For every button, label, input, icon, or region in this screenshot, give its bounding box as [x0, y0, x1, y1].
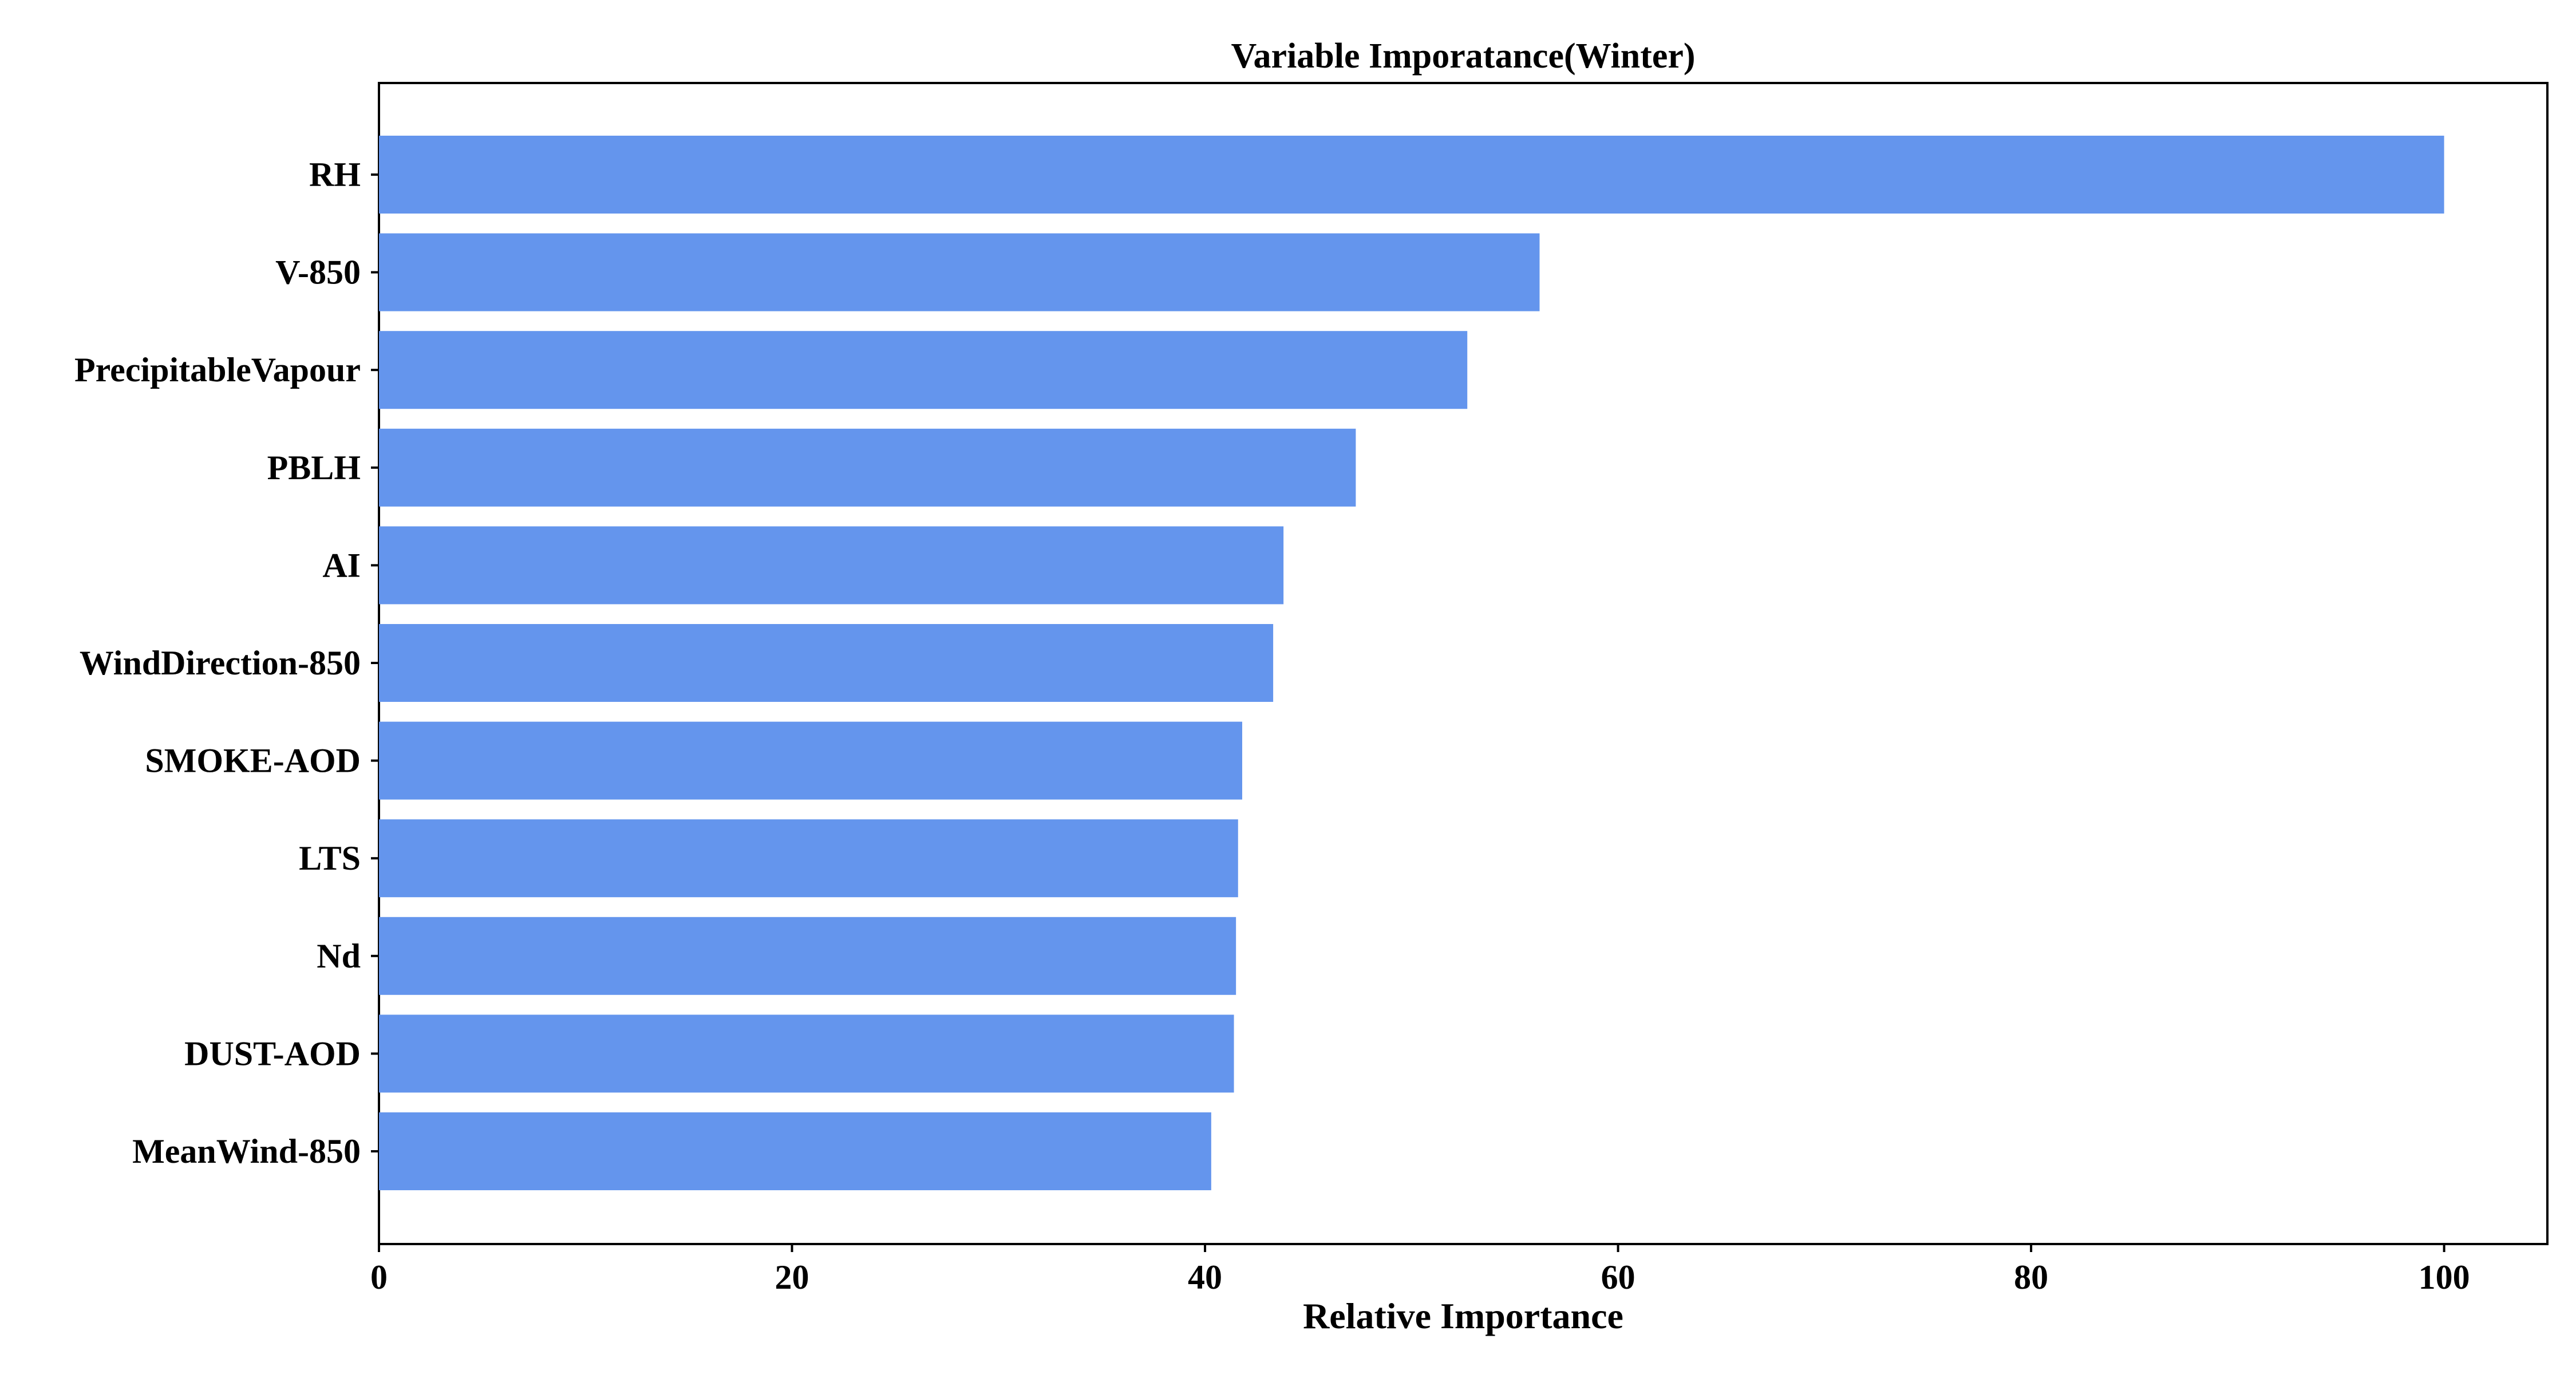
- x-tick-label: 100: [2419, 1258, 2470, 1296]
- bar-meanwind-850: [379, 1112, 1211, 1190]
- bar-precipitablevapour: [379, 331, 1468, 409]
- chart-title: Variable Imporatance(Winter): [1231, 37, 1695, 76]
- bar-rh: [379, 136, 2444, 214]
- y-tick-label: RH: [309, 156, 361, 194]
- y-axis-ticks: RH V-850 PrecipitableVapour PBLH AI WindDirec…: [74, 156, 379, 1170]
- y-tick-label: AI: [322, 546, 361, 584]
- y-tick-label: V-850: [275, 254, 361, 291]
- x-tick-label: 20: [775, 1258, 809, 1296]
- bar-dust-aod: [379, 1014, 1234, 1093]
- bar-smoke-aod: [379, 721, 1242, 800]
- x-tick-label: 60: [1601, 1258, 1635, 1296]
- y-tick-label: PrecipitableVapour: [74, 351, 361, 389]
- y-tick-label: PBLH: [267, 449, 361, 487]
- bar-nd: [379, 917, 1236, 995]
- x-axis-ticks: 0 20 40 60 80 100: [370, 1244, 2470, 1296]
- y-tick-label: LTS: [299, 839, 361, 877]
- bar-ai: [379, 526, 1284, 605]
- bar-winddirection-850: [379, 624, 1274, 702]
- y-tick-label: MeanWind-850: [132, 1132, 361, 1170]
- y-tick-label: WindDirection-850: [80, 644, 361, 682]
- bar-lts: [379, 819, 1238, 898]
- x-axis-label: Relative Importance: [1303, 1296, 1623, 1336]
- y-tick-label: SMOKE-AOD: [145, 742, 361, 780]
- y-tick-label: Nd: [317, 937, 361, 975]
- x-tick-label: 0: [370, 1258, 388, 1296]
- bar-pblh: [379, 428, 1356, 507]
- y-tick-label: DUST-AOD: [184, 1035, 361, 1072]
- x-tick-label: 40: [1188, 1258, 1222, 1296]
- x-tick-label: 80: [2014, 1258, 2048, 1296]
- bar-v-850: [379, 233, 1540, 311]
- bars-group: [379, 136, 2444, 1190]
